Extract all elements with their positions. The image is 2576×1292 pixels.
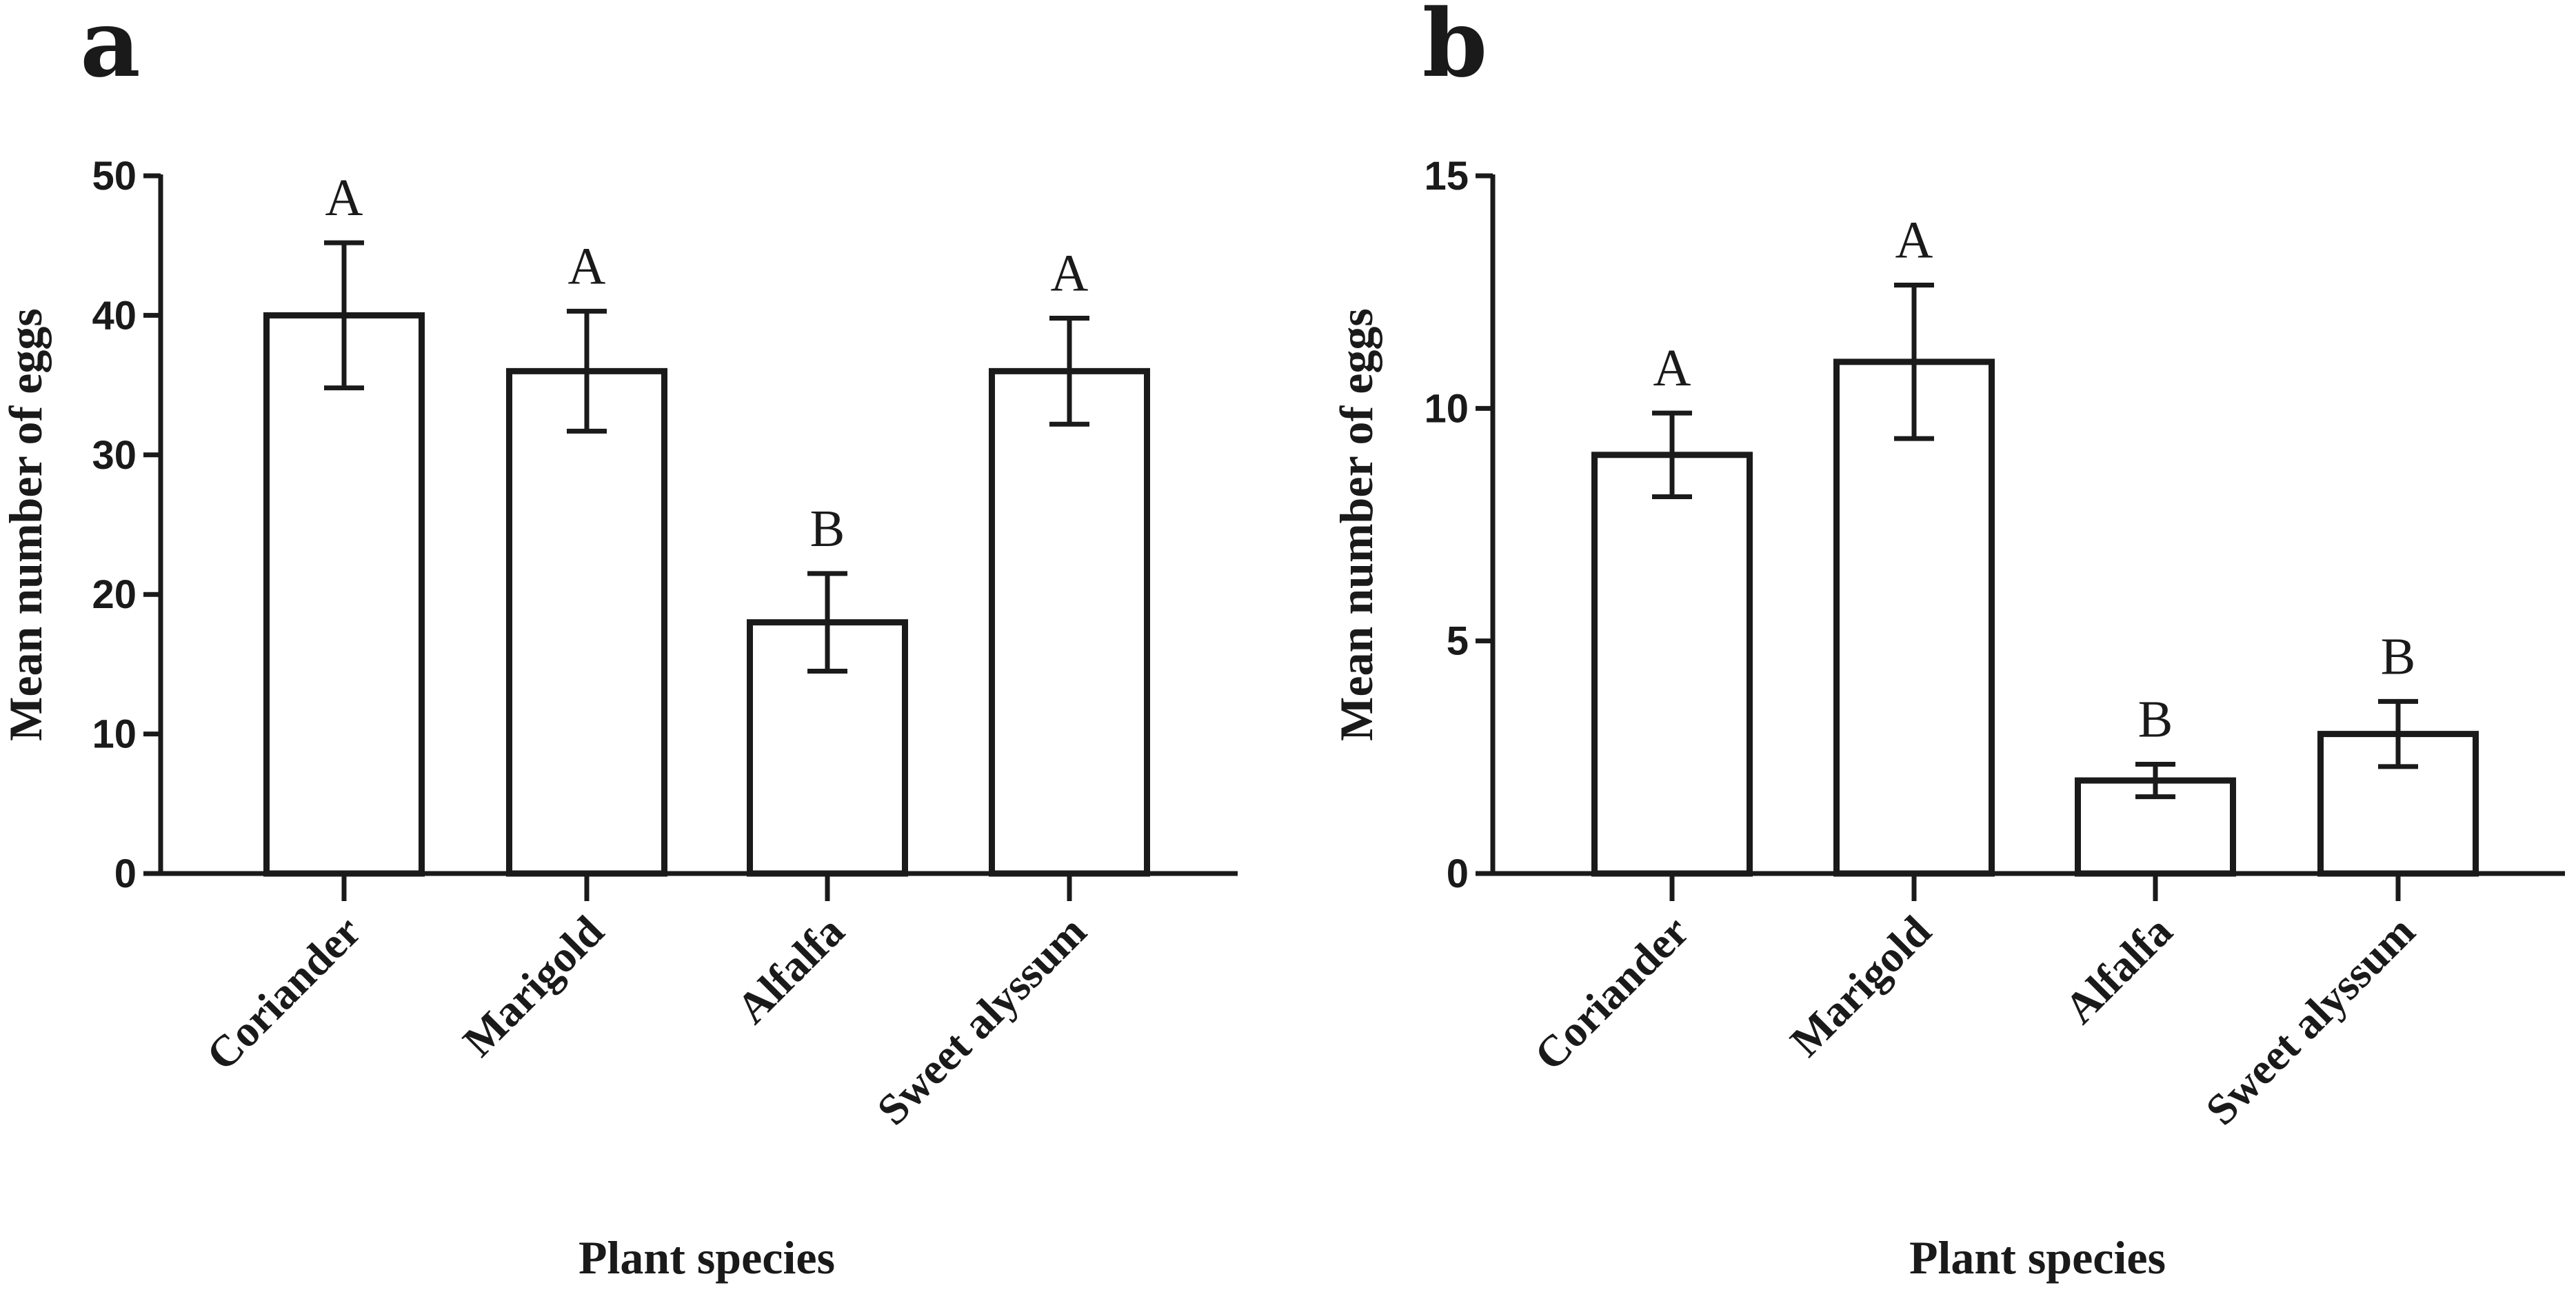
panel-letter: b	[1422, 0, 1487, 98]
bar-coriander	[263, 312, 425, 877]
bar-coriander	[1591, 452, 1753, 877]
x-tick-label: Coriander	[197, 907, 370, 1080]
x-tick-label: Alfalfa	[727, 907, 853, 1033]
y-tick-label: 20	[92, 572, 137, 617]
x-axis-label: Plant species	[578, 1231, 835, 1284]
significance-letter: A	[1653, 339, 1691, 397]
x-tick-label: Sweet alyssum	[867, 907, 1096, 1135]
x-axis-label: Plant species	[1909, 1231, 2166, 1284]
significance-letter: A	[1051, 244, 1089, 302]
panel-letter: a	[80, 0, 140, 98]
x-tick-label: Marigold	[454, 907, 613, 1066]
y-tick-label: 10	[92, 712, 137, 757]
y-tick-label: 50	[92, 154, 137, 199]
y-tick-label: 0	[114, 851, 137, 896]
panel-a: a 0 10 20 30 40 50 Coriander Marigold Alfalfa Swee…	[0, 0, 1238, 1284]
y-tick-label: 40	[92, 293, 137, 338]
significance-letter: B	[810, 500, 845, 558]
bar-marigold	[506, 367, 667, 877]
y-axis-label: Mean number of eggs	[0, 308, 52, 741]
significance-letter: A	[325, 169, 363, 227]
y-tick-label: 10	[1424, 386, 1469, 431]
panel-b: b 0 5 10 15 Coriander Marigold Alfalfa Sweet aly…	[1330, 0, 2565, 1284]
y-tick-label: 15	[1424, 154, 1469, 199]
x-tick-label: Coriander	[1525, 907, 1698, 1080]
y-axis-label: Mean number of eggs	[1330, 308, 1382, 741]
bar-sweet-alyssum	[989, 367, 1150, 877]
significance-letter: B	[2138, 690, 2173, 748]
x-tick-label: Alfalfa	[2055, 907, 2181, 1033]
significance-letter: A	[568, 237, 606, 295]
x-tick-label: Sweet alyssum	[2196, 907, 2424, 1135]
significance-letter: B	[2381, 627, 2416, 685]
significance-letter: A	[1895, 212, 1933, 270]
y-tick-label: 30	[92, 433, 137, 478]
y-tick-label: 0	[1447, 851, 1469, 896]
bar-marigold	[1833, 359, 1995, 877]
y-tick-label: 5	[1447, 619, 1469, 664]
x-tick-label: Marigold	[1781, 907, 1940, 1066]
